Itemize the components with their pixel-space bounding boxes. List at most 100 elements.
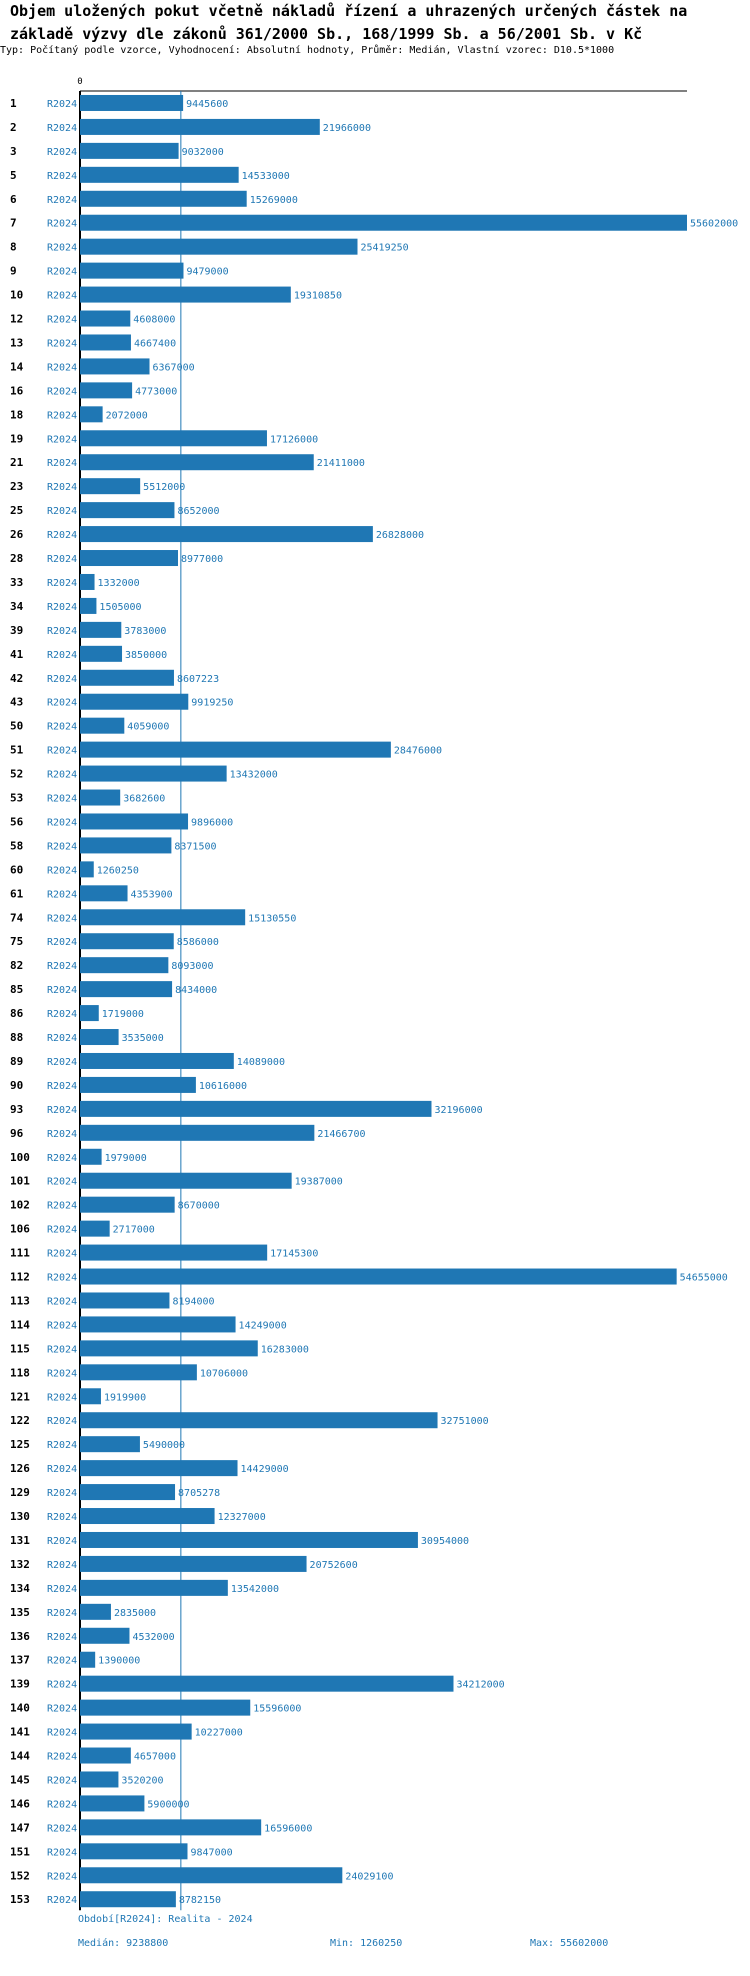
category-label: 115 — [10, 1342, 30, 1355]
series-label: R2024 — [47, 650, 77, 661]
data-label: 15130550 — [248, 913, 296, 924]
bar — [80, 1316, 236, 1333]
category-label: 42 — [10, 672, 23, 685]
bar — [80, 1603, 111, 1620]
data-label: 1332000 — [98, 578, 140, 589]
bar — [80, 94, 184, 111]
data-label: 14249000 — [239, 1320, 287, 1331]
data-label: 21466700 — [317, 1129, 365, 1140]
data-label: 1505000 — [99, 602, 141, 613]
data-label: 2717000 — [113, 1225, 155, 1236]
bar — [80, 1364, 197, 1381]
footer-median: Medián: 9238800 — [78, 1938, 169, 1949]
series-label: R2024 — [47, 746, 77, 757]
series-label: R2024 — [47, 1105, 77, 1116]
data-label: 8371500 — [174, 841, 216, 852]
series-label: R2024 — [47, 1584, 77, 1595]
bar — [80, 526, 373, 543]
bar — [80, 1124, 315, 1141]
series-label: R2024 — [47, 123, 77, 134]
bar — [80, 166, 239, 183]
category-label: 56 — [10, 815, 24, 828]
category-label: 10 — [10, 289, 23, 302]
series-label: R2024 — [47, 1153, 77, 1164]
bar — [80, 1268, 677, 1285]
data-label: 12327000 — [218, 1512, 266, 1523]
series-label: R2024 — [47, 1823, 77, 1834]
bar — [80, 1436, 140, 1453]
data-label: 20752600 — [310, 1560, 358, 1571]
data-label: 16596000 — [264, 1823, 312, 1834]
category-label: 139 — [10, 1678, 30, 1691]
bar — [80, 262, 184, 279]
data-label: 9445600 — [186, 99, 228, 110]
category-label: 113 — [10, 1294, 30, 1307]
series-label: R2024 — [47, 1320, 77, 1331]
series-label: R2024 — [47, 1057, 77, 1068]
data-label: 5900000 — [147, 1799, 189, 1810]
category-label: 41 — [10, 648, 24, 661]
series-label: R2024 — [47, 1728, 77, 1739]
category-label: 152 — [10, 1869, 30, 1882]
bar — [80, 1388, 101, 1405]
bar — [80, 1244, 268, 1261]
series-label: R2024 — [47, 1871, 77, 1882]
series-label: R2024 — [47, 1416, 77, 1427]
series-label: R2024 — [47, 626, 77, 637]
series-label: R2024 — [47, 1752, 77, 1763]
data-label: 1390000 — [98, 1656, 140, 1667]
data-label: 9479000 — [186, 267, 228, 278]
category-label: 85 — [10, 983, 23, 996]
series-label: R2024 — [47, 434, 77, 445]
series-label: R2024 — [47, 913, 77, 924]
data-label: 1919900 — [104, 1392, 146, 1403]
series-label: R2024 — [47, 1081, 77, 1092]
bar — [80, 1771, 119, 1788]
data-label: 4353900 — [131, 889, 173, 900]
data-label: 3682600 — [123, 794, 165, 805]
category-label: 106 — [10, 1223, 30, 1236]
series-label: R2024 — [47, 362, 77, 373]
category-label: 53 — [10, 792, 23, 805]
data-label: 13432000 — [230, 770, 278, 781]
series-label: R2024 — [47, 602, 77, 613]
data-label: 32196000 — [434, 1105, 482, 1116]
data-label: 1260250 — [97, 865, 139, 876]
data-label: 8670000 — [178, 1201, 220, 1212]
series-label: R2024 — [47, 482, 77, 493]
category-label: 147 — [10, 1821, 30, 1834]
data-label: 13542000 — [231, 1584, 279, 1595]
series-label: R2024 — [47, 1273, 77, 1284]
series-label: R2024 — [47, 698, 77, 709]
data-label: 2835000 — [114, 1608, 156, 1619]
series-label: R2024 — [47, 1895, 77, 1906]
data-label: 4059000 — [127, 722, 169, 733]
series-label: R2024 — [47, 1488, 77, 1499]
data-label: 6367000 — [153, 362, 195, 373]
data-label: 14533000 — [242, 171, 290, 182]
series-label: R2024 — [47, 506, 77, 517]
category-label: 34 — [10, 600, 24, 613]
category-label: 141 — [10, 1726, 30, 1739]
category-label: 146 — [10, 1797, 30, 1810]
series-label: R2024 — [47, 1560, 77, 1571]
bar — [80, 669, 174, 686]
bar — [80, 1627, 130, 1644]
bar — [80, 550, 179, 567]
category-label: 100 — [10, 1151, 30, 1164]
category-label: 88 — [10, 1031, 23, 1044]
bar — [80, 1723, 192, 1740]
bar — [80, 1819, 262, 1836]
category-label: 60 — [10, 863, 23, 876]
series-label: R2024 — [47, 937, 77, 948]
bar — [80, 238, 358, 255]
category-label: 136 — [10, 1630, 30, 1643]
series-label: R2024 — [47, 530, 77, 541]
bar — [80, 1460, 238, 1477]
series-label: R2024 — [47, 674, 77, 685]
data-label: 5490000 — [143, 1440, 185, 1451]
series-label: R2024 — [47, 195, 77, 206]
category-label: 28 — [10, 552, 23, 565]
data-label: 28476000 — [394, 746, 442, 757]
